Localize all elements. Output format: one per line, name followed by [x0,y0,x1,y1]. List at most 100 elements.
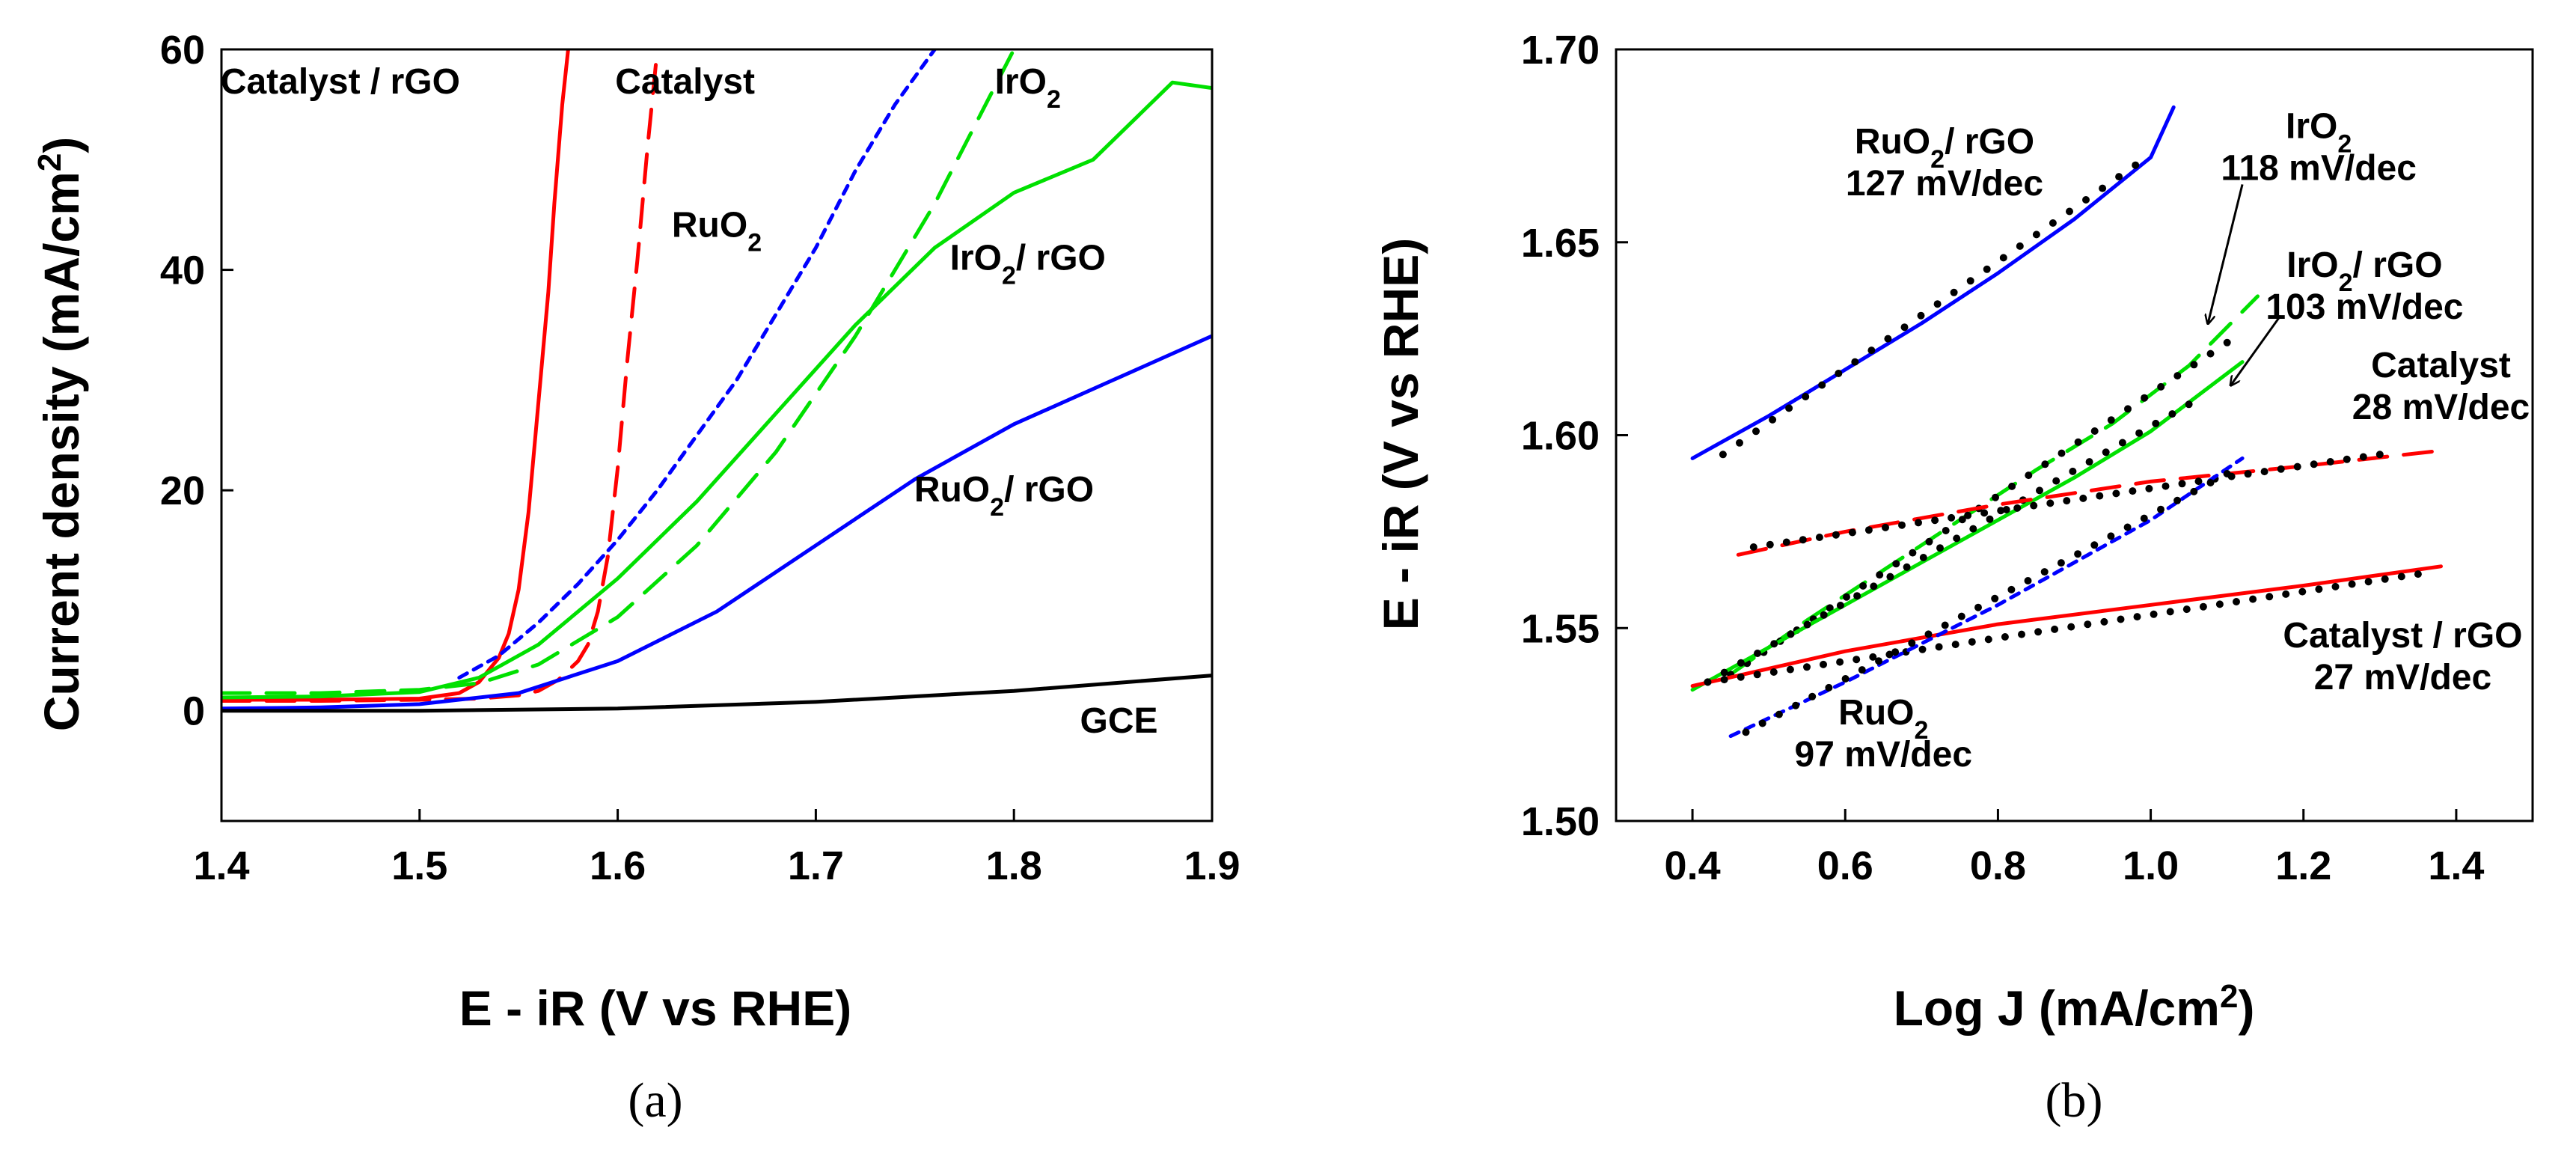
fit-dot-catalyst-rgo [2199,602,2207,611]
fit-dot-iro2 [2025,471,2033,480]
fit-dot-iro2-rgo [2152,419,2160,427]
x-tick-label: 1.4 [2428,843,2484,888]
fit-dot-catalyst-rgo [2100,617,2108,626]
annotation-iro2-rgo: IrO2/ rGO [950,239,1106,290]
fit-dot-catalyst [1931,516,1939,525]
fit-dot-ruo2-rgo [1867,346,1876,355]
fit-dot-catalyst [2326,458,2334,465]
fit-dot-iro2 [2124,405,2132,413]
fit-dot-catalyst [1815,534,1823,541]
fit-dot-catalyst-rgo [2298,587,2307,596]
fit-dot-ruo2-rgo [1785,404,1793,412]
fit-dot-iro2 [1909,549,1917,557]
fit-dot-catalyst [1832,531,1840,539]
fit-dot-iro2-rgo [1903,563,1911,571]
y-tick-label: 20 [160,468,205,513]
fit-dot-catalyst [2112,489,2120,498]
fit-dot-ruo2 [1775,710,1783,718]
fit-dot-iro2 [2206,349,2215,358]
annotation-catalyst-rgo: Catalyst / rGO [2283,616,2522,656]
fit-dot-catalyst [2013,504,2022,512]
fit-dot-iro2-rgo [2085,458,2093,466]
fit-dot-ruo2-rgo [2049,219,2057,227]
fit-dot-catalyst-rgo [2034,628,2043,636]
fit-dot-ruo2 [2107,532,2115,540]
fit-dot-catalyst-rgo [2067,623,2075,631]
fit-dot-catalyst-rgo [2166,608,2174,616]
fit-dot-catalyst [1749,543,1757,551]
fit-dot-catalyst-rgo [1803,663,1811,671]
fit-dot-catalyst-rgo [2150,610,2158,618]
fit-dot-catalyst [1848,528,1856,537]
fit-dot-catalyst [2030,501,2038,510]
fit-dot-ruo2-rgo [1752,427,1760,436]
fit-dot-catalyst [2145,484,2153,492]
fit-dot-catalyst-rgo [1769,668,1778,676]
fit-dot-ruo2 [1758,719,1766,727]
fit-dot-catalyst [2244,470,2252,478]
fit-dot-ruo2 [2206,479,2215,486]
fit-dot-iro2-rgo [2002,506,2010,513]
fit-dot-iro2 [2157,382,2165,391]
fit-dot-catalyst-rgo [2233,598,2240,605]
fit-dot-catalyst-rgo [1869,653,1877,661]
y-tick-label: 1.65 [1521,221,1600,266]
fit-dot-ruo2 [1974,603,1982,611]
fit-dot-iro2-rgo [1754,650,1761,657]
annotation-catalyst: Catalyst [615,62,755,102]
fit-dot-iro2-rgo [2036,486,2043,495]
fit-dot-iro2 [2190,361,2198,369]
annotation-ruo2: RuO2 [672,205,762,257]
series-catalyst-rgo-line [221,49,570,702]
series-ruo2-rgo-line [221,334,1212,711]
fit-dot-ruo2-rgo [1818,381,1826,389]
fit-dot-catalyst-rgo [2001,633,2009,641]
fit-dot-catalyst-rgo [1968,638,1976,646]
fit-dot-catalyst-rgo [2348,580,2356,588]
annotation-arrow [2208,184,2244,323]
panel-b-chart: 0.4 0.6 0.8 1.0 1.2 1.4 1.50 1.55 1.60 1.65 1.70 Lo… [1373,28,2534,1128]
panel-a-chart: 1.4 1.5 1.6 1.7 1.8 1.9 0 20 40 60 E - iR (V vs RH… [31,28,1240,1128]
y-tick-label: 0 [183,689,205,734]
annotation-iro2: IrO2 [995,62,1061,114]
fit-dot-iro2-rgo [1986,515,1994,523]
series-iro2-rgo-line [221,80,1212,700]
fit-dot-catalyst-rgo [1720,676,1728,684]
fit-dot-catalyst [2178,480,2186,488]
fit-dot-ruo2 [1941,621,1949,629]
fit-dot-iro2 [2223,338,2231,346]
x-axis-title: E - iR (V vs RHE) [459,980,851,1036]
fit-dot-catalyst [2096,492,2104,500]
y-tick-label: 1.55 [1521,606,1600,651]
fit-dot-ruo2 [1957,612,1965,620]
y-axis-title: Current density (mA/cm2) [31,137,90,732]
fit-dot-catalyst-rgo [1935,643,1943,651]
y-tick-label: 1.70 [1521,28,1600,73]
fit-dot-iro2-rgo [1836,602,1844,609]
series-gce-line [221,674,1212,713]
fit-dot-iro2 [1942,527,1950,534]
fit-dot-iro2-rgo [1969,525,1977,533]
fit-dot-catalyst-rgo [1951,641,1959,649]
fit-dot-catalyst-rgo [1836,658,1844,666]
fit-dot-iro2 [2173,372,2182,380]
series-iro2-line-b [1728,294,2260,677]
annotation-catalyst-rgo: Catalyst / rGO [221,62,460,102]
fit-dot-catalyst [2343,455,2351,463]
fit-dot-catalyst [1915,519,1922,527]
panel-label-a: (a) [628,1073,682,1128]
fit-dot-ruo2-rgo [2132,161,2140,169]
annotation-ruo2-rgo-slope: 127 mV/dec [1846,164,2043,204]
fit-dot-ruo2 [2007,585,2016,593]
fit-dot-ruo2 [1875,657,1882,665]
fit-dot-ruo2-rgo [2016,242,2024,250]
series-catalyst-line [221,49,660,703]
annotation-iro2-rgo-slope: 103 mV/dec [2266,287,2463,327]
fit-dot-iro2-rgo [1919,554,1927,561]
fit-dot-ruo2 [2157,505,2164,513]
fit-dot-catalyst [2260,468,2268,476]
annotation-ruo2-slope: 97 mV/dec [1795,735,1972,775]
fit-dot-iro2 [2058,449,2066,457]
fit-dot-iro2 [2008,482,2016,490]
